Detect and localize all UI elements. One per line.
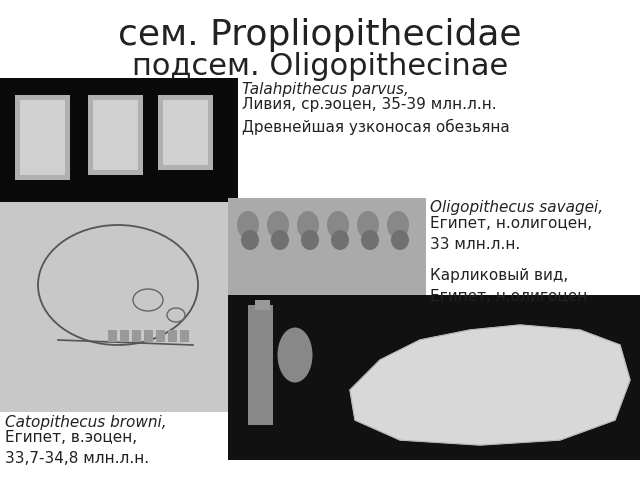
Ellipse shape: [167, 308, 185, 322]
Text: Египет, н.олигоцен,
33 млн.л.н.: Египет, н.олигоцен, 33 млн.л.н.: [430, 216, 592, 252]
Text: Catopithecus browni,: Catopithecus browni,: [5, 415, 166, 430]
Bar: [88, 95, 143, 175]
Bar: [144, 330, 153, 342]
Text: Talahpithecus parvus,: Talahpithecus parvus,: [242, 82, 409, 97]
Bar: [325, 295, 640, 460]
Ellipse shape: [237, 211, 259, 239]
Bar: [228, 198, 426, 328]
Text: Oligopithecus savagei,: Oligopithecus savagei,: [430, 200, 603, 215]
Bar: [0, 202, 237, 412]
Ellipse shape: [278, 327, 312, 383]
Ellipse shape: [241, 230, 259, 250]
Bar: [20, 100, 65, 175]
Bar: [156, 330, 165, 342]
Bar: [158, 95, 213, 170]
Ellipse shape: [133, 289, 163, 311]
Text: Ливия, ср.эоцен, 35-39 млн.л.н.
Древнейшая узконосая обезьяна: Ливия, ср.эоцен, 35-39 млн.л.н. Древнейш…: [242, 97, 509, 135]
Bar: [0, 78, 238, 203]
Polygon shape: [350, 325, 630, 445]
Ellipse shape: [361, 230, 379, 250]
Bar: [168, 330, 177, 342]
Bar: [120, 330, 129, 342]
Ellipse shape: [271, 230, 289, 250]
Bar: [108, 330, 117, 342]
Ellipse shape: [391, 230, 409, 250]
Ellipse shape: [387, 211, 409, 239]
Ellipse shape: [38, 225, 198, 345]
Text: подсем. Oligopithecinae: подсем. Oligopithecinae: [132, 52, 508, 81]
Bar: [248, 305, 273, 425]
Bar: [180, 330, 189, 342]
Ellipse shape: [331, 230, 349, 250]
Bar: [132, 330, 141, 342]
Text: сем. Propliopithecidae: сем. Propliopithecidae: [118, 18, 522, 52]
Text: Египет, в.эоцен,
33,7-34,8 млн.л.н.: Египет, в.эоцен, 33,7-34,8 млн.л.н.: [5, 430, 149, 466]
Ellipse shape: [301, 230, 319, 250]
Ellipse shape: [357, 211, 379, 239]
Bar: [15, 95, 70, 180]
Bar: [228, 295, 328, 460]
Ellipse shape: [297, 211, 319, 239]
Bar: [163, 100, 208, 165]
Bar: [93, 100, 138, 170]
Bar: [255, 300, 270, 310]
Ellipse shape: [327, 211, 349, 239]
Ellipse shape: [267, 211, 289, 239]
Text: Карликовый вид,
Египет, н.олигоцен: Карликовый вид, Египет, н.олигоцен: [430, 268, 588, 304]
